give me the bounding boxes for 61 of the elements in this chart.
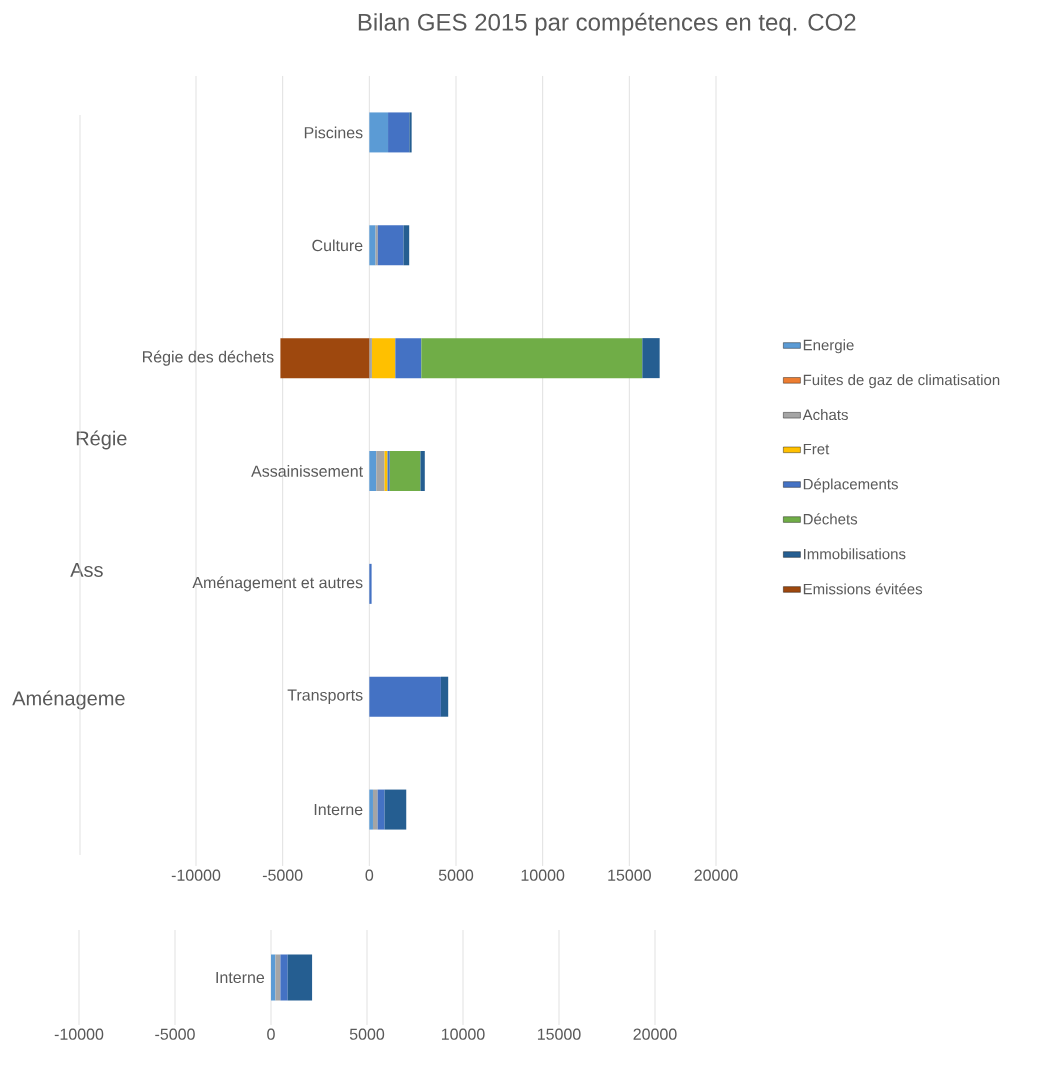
bar [369,789,373,830]
bar [440,676,449,717]
x-tick-label: -10000 [171,869,221,881]
bar [377,789,385,830]
x-tick-label: 5000 [349,1028,385,1040]
bar [287,954,313,1001]
text: Aménageme [12,690,125,710]
bar [409,112,412,153]
legend-label: Immobilisations [804,548,906,560]
legend-label: Achats [802,409,848,421]
y-tick-label: Régie des déchets [143,350,274,366]
y-tick-label: Piscines [304,126,363,139]
legend-label: Fuites de gaz de climatisation [803,374,1000,389]
bar [275,954,281,1001]
y-tick-label: Assainissement [251,465,363,477]
bar [369,225,376,266]
x-tick-label: 15000 [608,869,651,881]
legend-label: Energie [803,339,854,354]
legend-label: Fret [803,443,830,455]
bar [389,450,421,491]
bar [280,954,288,1001]
x-tick-label: 15000 [537,1028,581,1040]
x-tick-label: -5000 [155,1028,195,1040]
x-tick-label: 0 [267,1028,275,1040]
legend-label: Emissions évitées [803,583,923,595]
x-tick-label: 20000 [694,869,738,881]
bar [420,450,425,491]
bar [372,789,378,830]
x-tick-label: 10000 [441,1028,485,1040]
bar [369,338,372,379]
y-tick-label: Aménagement et autres [192,576,363,592]
bar [369,450,377,491]
bar [369,676,441,717]
bar [384,789,407,830]
bar [377,225,404,266]
x-tick-label: 5000 [438,869,474,881]
bar [369,563,372,604]
bar [376,450,385,491]
bar [403,225,410,266]
y-tick-label: Culture [312,239,363,252]
bar [280,338,370,379]
bar [271,954,276,1001]
bar [395,338,422,379]
bar [371,338,396,379]
text: Régie [76,430,127,450]
x-tick-label: 10000 [521,869,565,881]
chart-title: Bilan GES 2015 par compétences en teq. CO2 [358,12,856,36]
x-tick-label: 20000 [633,1028,677,1040]
bar [642,338,660,379]
legend-label: Déchets [803,513,858,525]
y-tick-label: Interne [314,803,363,816]
bar [369,112,389,153]
bar [421,338,643,379]
y-tick-label: Interne [216,971,265,984]
x-tick-label: -5000 [262,869,303,881]
legend-label: Déplacements [803,478,898,493]
x-tick-label: 0 [365,869,374,881]
x-tick-label: -10000 [54,1028,104,1040]
bar [388,112,410,153]
y-tick-label: Transports [287,689,363,704]
text: Ass [70,563,103,577]
